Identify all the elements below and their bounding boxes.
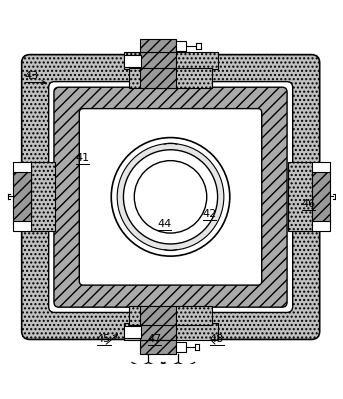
Circle shape bbox=[111, 138, 230, 256]
Text: 47: 47 bbox=[147, 334, 162, 344]
FancyBboxPatch shape bbox=[49, 82, 293, 312]
Bar bbox=[176, 342, 186, 352]
Bar bbox=[124, 323, 217, 340]
FancyBboxPatch shape bbox=[22, 55, 320, 340]
Circle shape bbox=[117, 144, 224, 250]
Bar bbox=[140, 39, 176, 52]
FancyBboxPatch shape bbox=[54, 87, 287, 307]
Bar bbox=[312, 162, 330, 172]
Bar bbox=[129, 69, 212, 87]
Bar bbox=[140, 306, 176, 325]
Text: 44: 44 bbox=[157, 219, 172, 229]
Text: 46: 46 bbox=[301, 200, 315, 209]
Text: 45: 45 bbox=[97, 334, 111, 344]
Text: 43: 43 bbox=[24, 71, 39, 81]
Bar bbox=[129, 306, 212, 325]
Bar bbox=[140, 323, 176, 340]
Bar bbox=[13, 162, 31, 172]
FancyBboxPatch shape bbox=[79, 109, 262, 285]
Bar bbox=[124, 55, 141, 67]
Bar bbox=[13, 170, 31, 223]
Bar bbox=[140, 340, 176, 354]
Bar bbox=[288, 162, 312, 231]
Bar bbox=[140, 69, 176, 87]
Bar bbox=[13, 221, 31, 231]
Bar bbox=[312, 170, 330, 223]
Text: 41: 41 bbox=[75, 153, 90, 163]
Bar bbox=[124, 326, 141, 338]
Bar bbox=[31, 162, 55, 231]
Circle shape bbox=[134, 161, 207, 233]
Text: 42: 42 bbox=[202, 209, 216, 219]
Bar bbox=[140, 52, 176, 69]
Bar bbox=[312, 221, 330, 231]
Circle shape bbox=[123, 150, 217, 244]
Bar bbox=[124, 52, 217, 69]
Bar bbox=[176, 41, 186, 51]
Text: 48: 48 bbox=[210, 334, 224, 344]
